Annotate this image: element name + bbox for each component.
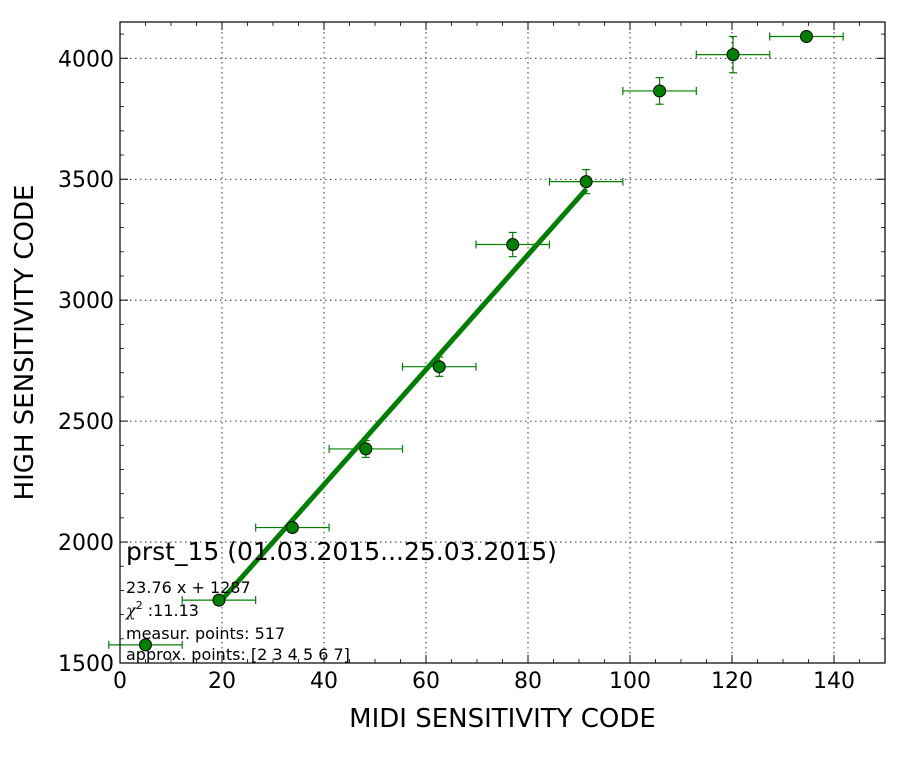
grid <box>120 22 885 663</box>
chi-exponent: 2 <box>136 599 143 612</box>
x-tick-label: 140 <box>813 669 855 694</box>
x-tick-label: 120 <box>711 669 753 694</box>
data-point <box>212 593 226 607</box>
y-tick-label: 1500 <box>58 652 114 677</box>
chi-value: :11.13 <box>143 601 199 620</box>
x-axis-title: MIDI SENSITIVITY CODE <box>349 704 656 734</box>
annotation-measured-points: measur. points: 517 <box>126 624 285 643</box>
data-point <box>359 442 373 456</box>
minor-ticks <box>120 22 886 663</box>
data-point <box>285 521 299 535</box>
x-tick-label: 100 <box>609 669 651 694</box>
x-tick-label: 60 <box>412 669 440 694</box>
data-point <box>799 30 813 44</box>
annotations: prst_15 (01.03.2015...25.03.2015) 23.76 … <box>125 537 557 664</box>
y-tick-label: 3000 <box>58 289 114 314</box>
data-points <box>139 30 813 652</box>
data-point <box>726 48 740 62</box>
data-point <box>579 175 593 189</box>
x-tick-label: 0 <box>113 669 127 694</box>
fit-line <box>217 187 589 605</box>
data-point <box>506 238 520 252</box>
x-tick-label: 80 <box>514 669 542 694</box>
data-point <box>653 84 667 98</box>
x-tick-label: 40 <box>310 669 338 694</box>
annotation-chi2: χ2 :11.13 <box>125 599 199 620</box>
y-tick-label: 3500 <box>58 168 114 193</box>
data-point <box>139 638 152 652</box>
y-tick-label: 4000 <box>58 47 114 72</box>
fit-line-group <box>217 187 589 605</box>
annotation-equation: 23.76 x + 1287 <box>126 578 251 597</box>
chi-symbol: χ <box>125 601 137 620</box>
x-tick-label: 20 <box>208 669 236 694</box>
plot-frame <box>119 21 886 664</box>
data-point <box>432 360 446 374</box>
annotation-approx-points: approx. points: [2 3 4 5 6 7] <box>126 645 350 664</box>
y-tick-label: 2000 <box>58 531 114 556</box>
y-axis-title: HIGH SENSITIVITY CODE <box>10 185 40 501</box>
annotation-title: prst_15 (01.03.2015...25.03.2015) <box>126 537 557 566</box>
y-tick-label: 2500 <box>58 410 114 435</box>
axis-ticks: 0 20 40 60 80 100 120 140 1500 2000 2500 3000 3500 40… <box>58 22 885 694</box>
